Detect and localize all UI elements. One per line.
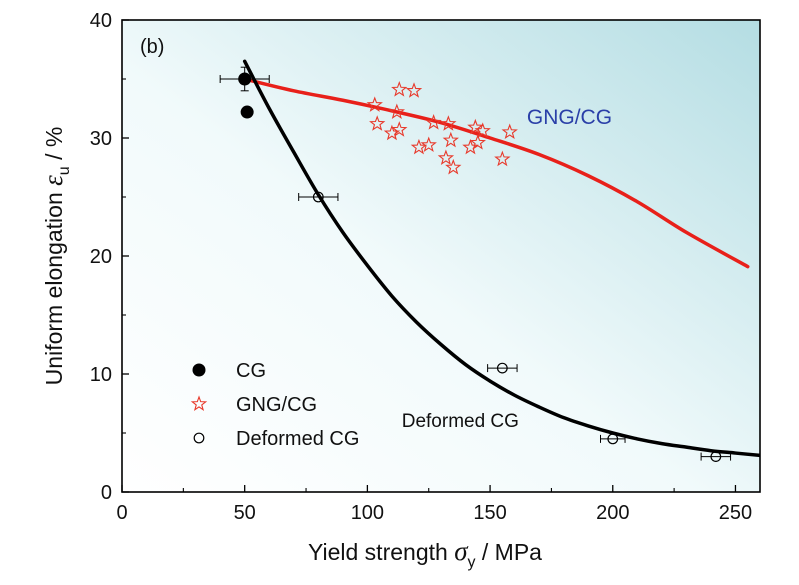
annotation-deformed-cg: Deformed CG — [402, 411, 519, 432]
data-point — [241, 106, 254, 119]
data-point — [238, 73, 251, 86]
y-tick-label: 0 — [101, 482, 112, 504]
x-tick-label: 200 — [596, 502, 629, 524]
chart: 0 50 100 150 200 250 0 10 20 30 40 CG GNG/CG Deforme… — [0, 0, 799, 585]
x-axis-title-main: Yield strength — [308, 539, 454, 565]
x-tick-label: 0 — [116, 502, 127, 524]
y-tick-label: 20 — [90, 246, 112, 268]
legend-label: Deformed CG — [236, 428, 359, 450]
x-axis-title-subscript: y — [468, 554, 476, 571]
legend-label: GNG/CG — [236, 394, 317, 416]
panel-label: (b) — [140, 36, 164, 58]
y-axis-title-symbol: ε — [38, 175, 68, 186]
y-axis-title: Uniform elongation εu / % — [38, 127, 73, 386]
x-tick-label: 50 — [234, 502, 256, 524]
annotation-gng-cg: GNG/CG — [527, 106, 612, 129]
y-tick-label: 10 — [90, 364, 112, 386]
y-axis-title-main: Uniform elongation — [41, 186, 67, 385]
y-tick-label: 30 — [90, 128, 112, 150]
y-tick-label: 40 — [90, 10, 112, 32]
legend-marker-cg — [193, 364, 206, 377]
legend-label: CG — [236, 360, 266, 382]
x-tick-label: 100 — [351, 502, 384, 524]
y-axis-title-unit: / % — [41, 127, 67, 167]
x-tick-label: 250 — [719, 502, 752, 524]
x-axis-title-unit: / MPa — [476, 539, 543, 565]
x-tick-label: 150 — [473, 502, 506, 524]
x-axis-title: Yield strength σy / MPa — [308, 536, 542, 571]
y-axis-title-subscript: u — [56, 166, 73, 175]
